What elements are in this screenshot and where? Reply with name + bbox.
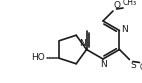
- Text: S: S: [130, 61, 136, 69]
- Text: HO: HO: [31, 53, 44, 62]
- Text: N: N: [79, 39, 85, 47]
- Text: CH₃: CH₃: [139, 63, 142, 72]
- Text: N: N: [121, 25, 128, 35]
- Text: CH₃: CH₃: [123, 0, 137, 7]
- Text: O: O: [113, 1, 121, 10]
- Text: N: N: [100, 60, 107, 69]
